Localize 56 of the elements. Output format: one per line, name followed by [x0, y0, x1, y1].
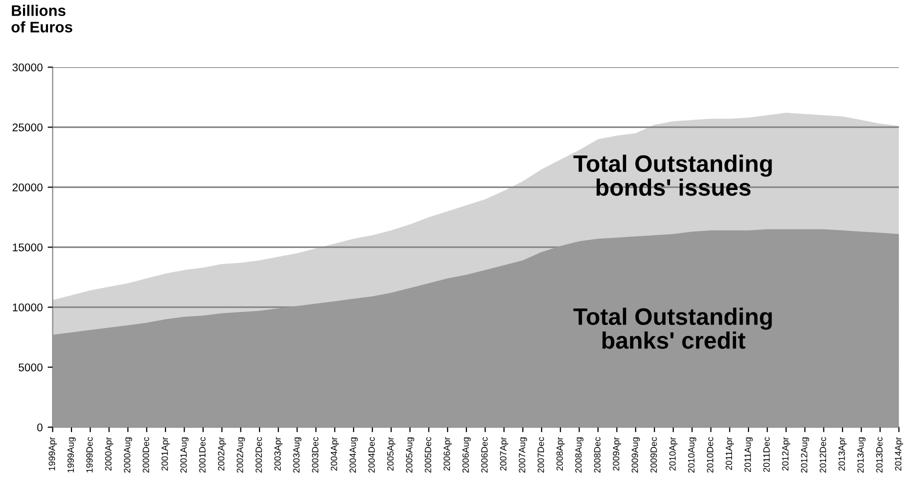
x-tick-label: 2002Apr: [218, 437, 226, 471]
x-tick-label: 2003Apr: [274, 437, 283, 471]
x-tick-label: 2014Apr: [894, 437, 904, 471]
x-tick-label: 2008Aug: [575, 438, 584, 473]
x-tick-label: 2013Aug: [857, 438, 866, 473]
x-tick-label: 2003Aug: [293, 438, 302, 473]
x-tick-label: 2006Dec: [481, 437, 488, 473]
x-tick-label: 2001Dec: [199, 437, 206, 473]
x-tick-label: 2002Dec: [256, 437, 262, 473]
series-label: Total Outstanding banks' credit: [573, 308, 772, 349]
y-tick-label: 25000: [12, 123, 43, 132]
x-tick-label: 2005Dec: [424, 437, 432, 473]
x-tick-label: 2004Apr: [330, 437, 339, 471]
x-tick-label: 2010Apr: [669, 437, 678, 471]
x-tick-label: 2012Aug: [800, 438, 810, 473]
x-tick-label: 1999Dec: [86, 437, 93, 472]
x-tick-label: 2013Dec: [876, 437, 883, 473]
x-tick-label: 2004Aug: [350, 438, 358, 473]
x-tick-label: 2011Apr: [726, 437, 734, 470]
x-tick-label: 2009Dec: [650, 437, 657, 473]
y-tick-label: 15000: [12, 243, 43, 252]
x-tick-label: 2008Apr: [556, 437, 565, 471]
x-tick-label: 2005Apr: [387, 437, 396, 471]
x-tick-label: 2001Aug: [180, 438, 189, 473]
x-tick-label: 2009Apr: [612, 437, 622, 471]
x-tick-label: 2006Apr: [444, 437, 452, 471]
x-tick-label: 2003Dec: [312, 437, 318, 473]
x-tick-label: 2004Dec: [368, 437, 375, 473]
x-tick-label: 2012Apr: [782, 437, 790, 471]
x-tick-label: 2005Aug: [406, 438, 414, 473]
x-tick-label: 2008Dec: [594, 437, 600, 473]
x-tick-label: 2009Aug: [632, 438, 640, 473]
x-tick-label: 2011Aug: [744, 438, 753, 472]
x-tick-label: 1999Aug: [68, 438, 76, 472]
x-tick-label: 2013Apr: [838, 437, 847, 471]
y-tick-label: 5000: [18, 363, 43, 372]
series-label: Total Outstanding bonds' issues: [573, 154, 772, 196]
x-tick-label: 2007Apr: [500, 437, 508, 471]
x-tick-label: 2010Dec: [706, 437, 714, 473]
x-tick-label: 2001Apr: [162, 437, 170, 471]
x-tick-label: 2000Dec: [142, 437, 150, 473]
y-tick-label: 0: [37, 423, 43, 432]
x-tick-label: 2002Aug: [236, 438, 245, 473]
x-tick-label: 2006Aug: [462, 438, 471, 473]
y-tick-label: 30000: [12, 63, 43, 72]
x-tick-label: 2012Dec: [820, 437, 826, 473]
x-tick-label: 2011Dec: [763, 437, 770, 472]
x-tick-label: 2010Aug: [688, 438, 696, 473]
x-tick-label: 2007Aug: [518, 438, 528, 473]
x-tick-label: 1999Apr: [48, 437, 57, 470]
x-tick-label: 2007Dec: [538, 437, 544, 473]
y-axis-title: Billions of Euros: [11, 4, 72, 32]
y-tick-label: 20000: [12, 183, 43, 192]
x-tick-label: 2000Apr: [105, 437, 114, 471]
x-tick-label: 2000Aug: [124, 438, 132, 473]
y-tick-label: 10000: [12, 303, 43, 312]
